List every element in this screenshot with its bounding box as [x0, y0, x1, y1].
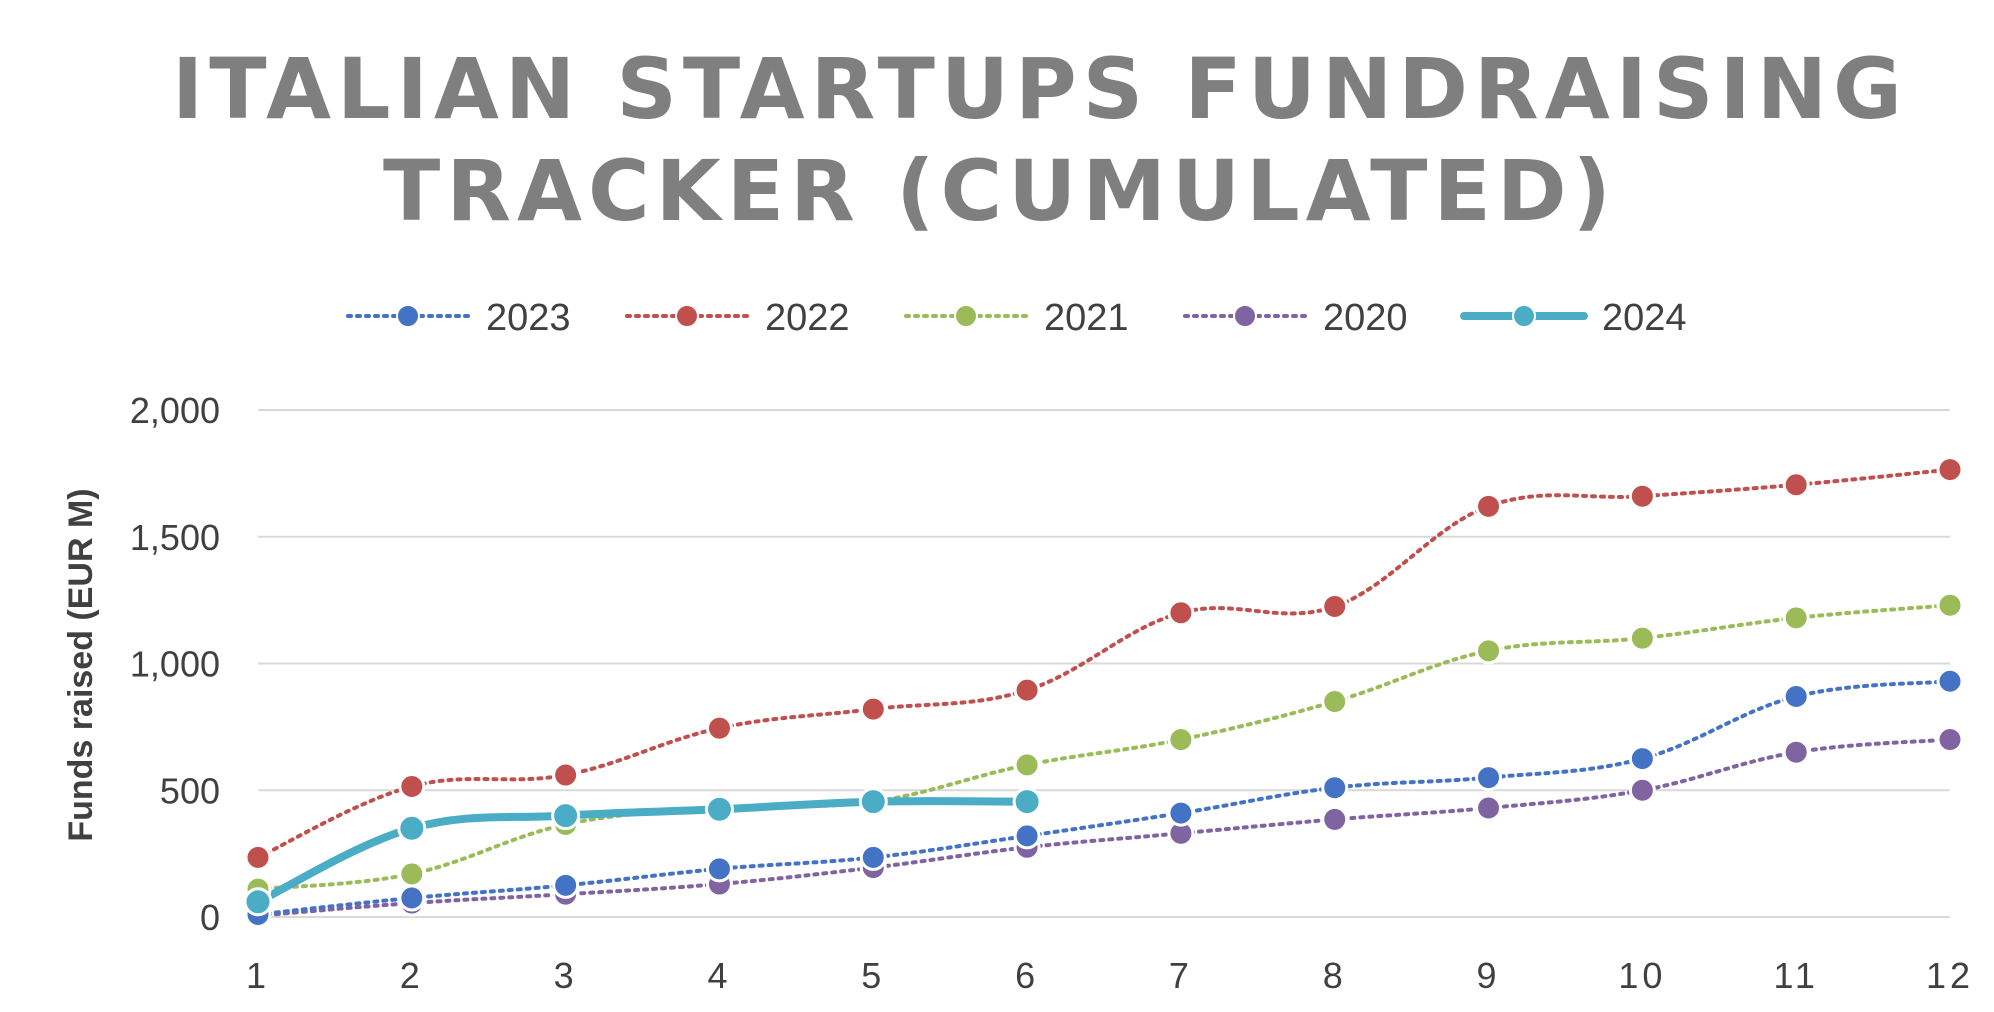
data-point-2023-4: [705, 855, 733, 883]
data-point-2023-12: [1936, 667, 1964, 695]
y-tick-label: 1,000: [130, 644, 220, 685]
data-point-2023-9: [1475, 764, 1503, 792]
data-point-2023-10: [1628, 745, 1656, 773]
legend-swatch-marker: [1233, 304, 1257, 328]
x-tick-label: 10: [1618, 955, 1666, 996]
y-tick-label: 500: [160, 770, 220, 811]
x-tick-label: 3: [554, 955, 578, 996]
legend-item-2024: 2024: [1460, 297, 1687, 339]
legend-item-2021: 2021: [904, 297, 1129, 339]
x-tick-label: 12: [1926, 955, 1974, 996]
chart-title-line-1: ITALIAN STARTUPS FUNDRAISING: [172, 40, 1908, 138]
data-point-2024-5: [858, 787, 888, 817]
data-point-2021-7: [1167, 726, 1195, 754]
series-line-2020: [256, 737, 1952, 918]
legend-item-2022: 2022: [625, 297, 850, 339]
data-point-2022-3: [552, 761, 580, 789]
legend-label: 2022: [765, 297, 850, 339]
data-point-2021-2: [398, 860, 426, 888]
data-point-2020-11: [1782, 738, 1810, 766]
data-point-2020-9: [1475, 794, 1503, 822]
series-line-2023: [256, 679, 1952, 917]
y-tick-label: 1,500: [130, 517, 220, 558]
data-point-2020-12: [1936, 726, 1964, 754]
chart-title-line-2: TRACKER (CUMULATED): [383, 142, 1617, 240]
data-point-2020-8: [1321, 805, 1349, 833]
x-tick-label: 11: [1773, 955, 1818, 996]
x-tick-label: 5: [861, 955, 885, 996]
data-point-2020-10: [1628, 776, 1656, 804]
data-point-2022-12: [1936, 456, 1964, 484]
legend-item-2023: 2023: [346, 297, 571, 339]
legend-label: 2024: [1602, 297, 1687, 339]
legend-label: 2023: [486, 297, 571, 339]
x-tick-label: 7: [1169, 955, 1193, 996]
data-point-2022-5: [859, 695, 887, 723]
data-point-2023-5: [859, 843, 887, 871]
data-point-2023-6: [1013, 822, 1041, 850]
data-point-2021-9: [1475, 637, 1503, 665]
x-axis-ticks: 1 2 3 4 5 6 7 8 9 10 11 12: [246, 955, 1974, 996]
data-point-2021-8: [1321, 688, 1349, 716]
legend-swatch-marker: [396, 304, 420, 328]
data-point-2022-11: [1782, 471, 1810, 499]
y-axis-label: Funds raised (EUR M): [62, 488, 100, 841]
legend-swatch-marker: [954, 304, 978, 328]
data-point-2023-2: [398, 884, 426, 912]
series-line-2021: [256, 603, 1952, 892]
x-tick-label: 1: [246, 955, 270, 996]
series-points: [243, 456, 1964, 930]
data-point-2021-6: [1013, 751, 1041, 779]
data-point-2023-8: [1321, 774, 1349, 802]
data-point-2022-1: [244, 843, 272, 871]
data-point-2022-10: [1628, 482, 1656, 510]
data-point-2023-3: [552, 871, 580, 899]
y-tick-label: 0: [200, 897, 220, 938]
legend: 2023 2022 2021 2020 2024: [346, 297, 1687, 339]
data-point-2024-1: [243, 887, 273, 917]
legend-label: 2021: [1044, 297, 1129, 339]
x-tick-label: 9: [1477, 955, 1501, 996]
x-tick-label: 8: [1323, 955, 1347, 996]
data-point-2022-8: [1321, 592, 1349, 620]
data-point-2024-3: [551, 801, 581, 831]
data-point-2023-7: [1167, 799, 1195, 827]
chart-title: ITALIAN STARTUPS FUNDRAISING TRACKER (CU…: [172, 40, 1908, 240]
data-point-2024-6: [1012, 787, 1042, 817]
x-tick-label: 2: [400, 955, 424, 996]
data-point-2021-10: [1628, 624, 1656, 652]
data-point-2024-4: [704, 794, 734, 824]
data-point-2023-11: [1782, 682, 1810, 710]
series-line-2024: [254, 797, 1032, 906]
gridlines: [258, 409, 1950, 918]
data-point-2021-11: [1782, 604, 1810, 632]
data-point-2022-9: [1475, 492, 1503, 520]
data-point-2024-2: [397, 813, 427, 843]
data-point-2022-2: [398, 772, 426, 800]
y-tick-label: 2,000: [130, 390, 220, 431]
y-axis-ticks: 0 500 1,000 1,500 2,000: [130, 390, 220, 938]
legend-label: 2020: [1323, 297, 1408, 339]
legend-item-2020: 2020: [1183, 297, 1408, 339]
data-point-2022-6: [1013, 676, 1041, 704]
data-point-2022-7: [1167, 599, 1195, 627]
legend-swatch-marker: [675, 304, 699, 328]
x-tick-label: 6: [1015, 955, 1039, 996]
data-point-2022-4: [705, 714, 733, 742]
x-tick-label: 4: [707, 955, 731, 996]
legend-swatch-marker: [1512, 304, 1536, 328]
data-point-2021-12: [1936, 591, 1964, 619]
